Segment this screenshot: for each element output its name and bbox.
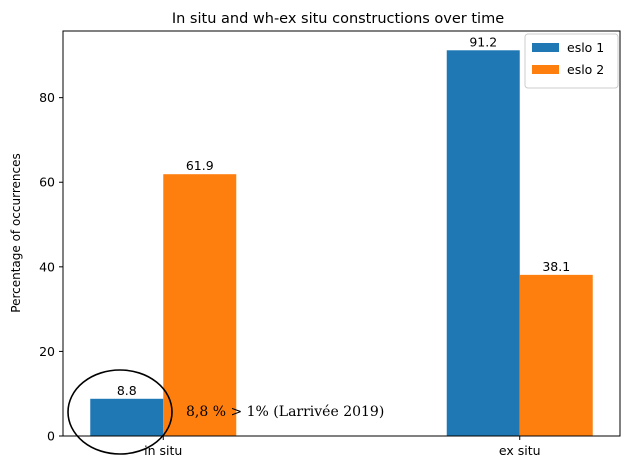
value-label-eslo-1-in-situ: 8.8: [117, 383, 137, 398]
bar-eslo-1-ex-situ: [446, 50, 520, 437]
x-tick-label-ex-situ: ex situ: [499, 443, 541, 458]
highlight-ellipse: [67, 369, 173, 455]
annotation-text: 8,8 % > 1% (Larrivée 2019): [186, 404, 384, 420]
plot-frame: [62, 30, 621, 437]
bar-eslo-2-in-situ: [163, 174, 237, 436]
legend-swatch-eslo-1: [532, 43, 559, 52]
y-tick-label-20: 20: [39, 344, 55, 359]
legend-swatch-eslo-2: [532, 65, 559, 74]
value-label-eslo-1-ex-situ: 91.2: [469, 34, 497, 49]
value-label-eslo-2-in-situ: 61.9: [186, 158, 214, 173]
y-axis-ticks: 0 20 40 60 80: [39, 90, 63, 444]
chart-title: In situ and wh-ex situ constructions ove…: [172, 11, 504, 27]
y-tick-label-80: 80: [39, 90, 55, 105]
value-label-eslo-2-ex-situ: 38.1: [542, 259, 570, 274]
bar-eslo-1-in-situ: [90, 398, 164, 436]
x-axis-ticks: in situ ex situ: [144, 436, 541, 458]
y-tick-label-60: 60: [39, 175, 55, 190]
bar-eslo-2-ex-situ: [519, 274, 593, 436]
x-tick-label-in-situ: in situ: [144, 443, 182, 458]
legend-label-eslo-1: eslo 1: [567, 40, 604, 55]
y-tick-label-0: 0: [47, 429, 55, 444]
y-axis-label: Percentage of occurrences: [9, 153, 23, 312]
bars-group: [90, 50, 593, 437]
value-labels-group: 8.8 91.2 61.9 38.1: [117, 34, 570, 397]
legend-label-eslo-2: eslo 2: [567, 62, 604, 77]
y-tick-label-40: 40: [39, 259, 55, 274]
legend: eslo 1 eslo 2: [524, 33, 619, 89]
